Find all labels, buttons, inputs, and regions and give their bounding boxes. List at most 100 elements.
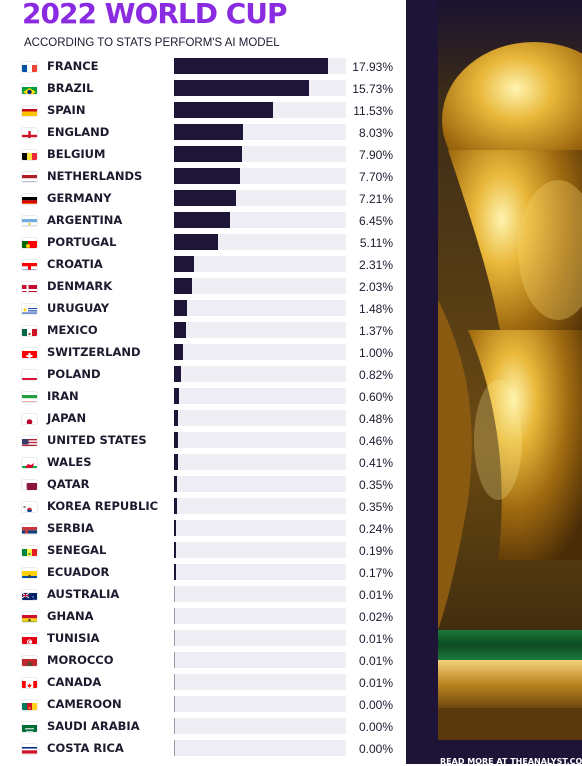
bar [174,300,187,316]
country-label: SWITZERLAND [47,345,141,359]
value-label: 0.19% [359,544,393,558]
bar-row-senegal: SENEGAL 0.19% [0,540,406,562]
country-label: COSTA RICA [47,741,124,755]
value-label: 2.03% [359,280,393,294]
bar-track [174,498,346,514]
country-label: CANADA [47,675,101,689]
flag-icon [22,744,37,754]
bar-row-ghana: GHANA 0.02% [0,606,406,628]
divider-panel [406,0,438,764]
bar [174,454,178,470]
bar-track [174,300,346,316]
bar-track [174,234,346,250]
value-label: 0.01% [359,676,393,690]
value-label: 11.53% [353,104,393,118]
value-label: 7.70% [359,170,393,184]
flag-icon [22,260,37,270]
bar-track [174,322,346,338]
bar [174,234,218,250]
flag-icon [22,568,37,578]
country-label: ENGLAND [47,125,109,139]
bar-track [174,586,346,602]
country-label: ARGENTINA [47,213,122,227]
bar [174,476,177,492]
value-label: 0.35% [359,478,393,492]
bar-row-netherlands: NETHERLANDS 7.70% [0,166,406,188]
bar-track [174,696,346,712]
flag-icon [22,612,37,622]
country-label: SPAIN [47,103,85,117]
bar [174,102,273,118]
value-label: 5.11% [360,236,393,250]
bar [174,58,328,74]
bar-track [174,80,346,96]
country-label: BRAZIL [47,81,93,95]
bar-row-portugal: PORTUGAL 5.11% [0,232,406,254]
value-label: 0.35% [359,500,393,514]
bar-track [174,476,346,492]
flag-icon [22,128,37,138]
flag-icon [22,216,37,226]
country-label: IRAN [47,389,79,403]
bar-track [174,124,346,140]
bar-track [174,564,346,580]
bar [174,322,186,338]
value-label: 1.00% [359,346,393,360]
country-label: SERBIA [47,521,94,535]
flag-icon [22,282,37,292]
country-label: GHANA [47,609,94,623]
bar [174,542,176,558]
bar-track [174,388,346,404]
value-label: 0.82% [359,368,393,382]
country-label: TUNISIA [47,631,100,645]
country-label: NETHERLANDS [47,169,142,183]
bar [174,410,178,426]
bar-track [174,168,346,184]
bar-track [174,212,346,228]
country-label: PORTUGAL [47,235,116,249]
zero-tick [174,608,175,624]
country-label: MEXICO [47,323,98,337]
value-label: 0.02% [359,610,393,624]
country-label: DENMARK [47,279,112,293]
bar [174,388,179,404]
bar-row-denmark: DENMARK 2.03% [0,276,406,298]
bar [174,80,309,96]
bar [174,168,240,184]
flag-icon [22,524,37,534]
bar-track [174,740,346,756]
bar-track [174,542,346,558]
flag-icon [22,370,37,380]
bar-track [174,102,346,118]
bar-track [174,344,346,360]
bar-row-tunisia: TUNISIA 0.01% [0,628,406,650]
bar [174,520,176,536]
bar-row-spain: SPAIN 11.53% [0,100,406,122]
bar-track [174,718,346,734]
bar-track [174,146,346,162]
flag-icon [22,458,37,468]
bar-track [174,190,346,206]
country-label: WALES [47,455,92,469]
country-label: KOREA REPUBLIC [47,499,158,513]
bar [174,498,177,514]
flag-icon [22,326,37,336]
flag-icon [22,392,37,402]
value-label: 7.21% [359,192,393,206]
bar-track [174,410,346,426]
country-label: SENEGAL [47,543,106,557]
flag-icon [22,84,37,94]
country-label: UNITED STATES [47,433,147,447]
value-label: 0.01% [359,632,393,646]
trophy-illustration [438,0,582,740]
chart-panel: 2022 WORLD CUP ACCORDING TO STATS PERFOR… [0,0,406,764]
